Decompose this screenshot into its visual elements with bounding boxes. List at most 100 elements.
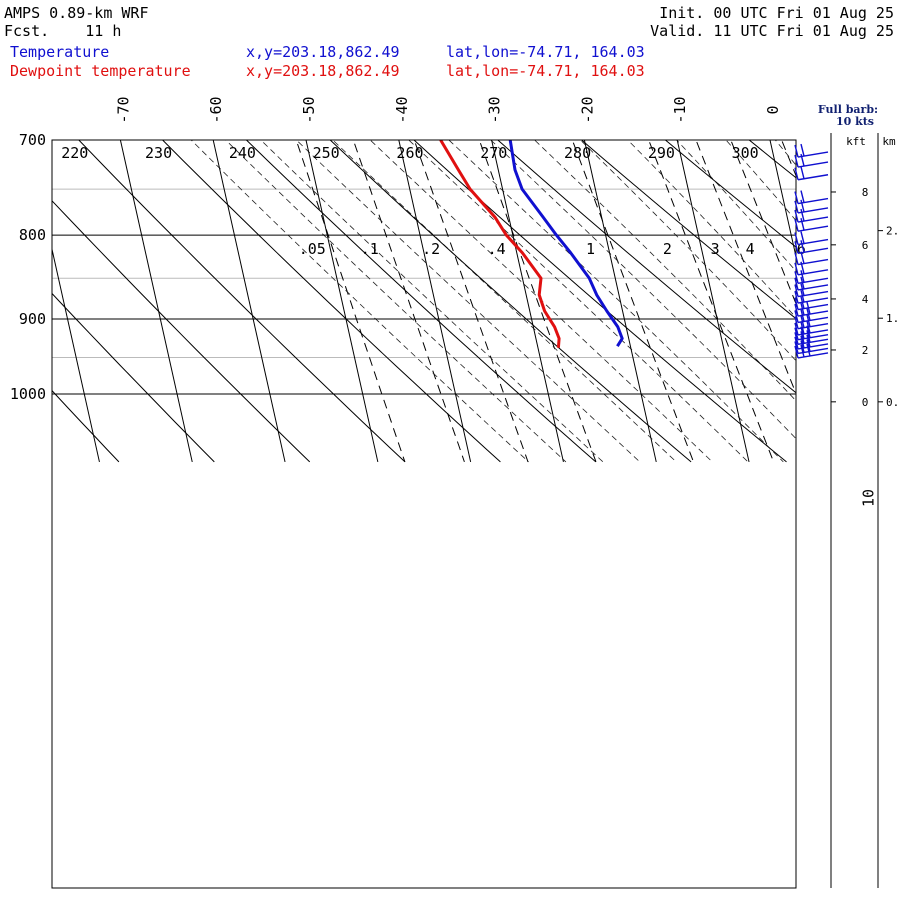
barb-flag [794,297,799,310]
barb-shaft [797,197,829,205]
isotherm [398,140,472,463]
barb-flag [794,303,799,317]
barb-flag [794,310,799,323]
barb-flag [800,331,805,344]
dry-adiabat-label: 220 [61,144,88,162]
wind-barb [794,153,829,168]
moist-adiabat [490,140,796,440]
barb-flag [794,232,799,245]
isotherm-label: -60 [207,96,225,123]
moist-adiabat [737,30,900,462]
wind-barb [794,217,829,232]
thermo-grid [52,30,900,463]
barb-legend-title: Full barb: [818,103,878,116]
moist-adiabat [190,140,529,463]
kft-tick-label: 4 [862,293,869,306]
dry-adiabat [413,140,787,463]
barb-flag [794,218,799,232]
mixing-ratio-line [413,140,529,463]
kft-tick-label: 8 [862,186,869,199]
legend-temperature-name: Temperature [10,43,110,61]
barb-flag [800,153,805,167]
isotherm-lines [52,140,796,463]
barb-flag [800,240,805,253]
barb-flag [800,315,805,328]
moist-adiabat [225,140,567,463]
barb-flag [794,167,799,180]
isobar-label: 800 [19,226,46,244]
mixing-ratio-label: .05 [299,240,326,258]
moist-adiabat [408,140,749,463]
isotherm [212,140,286,463]
barb-flag [794,336,799,350]
dry-adiabat [245,140,597,463]
valid-time: Valid. 11 UTC Fri 01 Aug 25 [650,22,894,40]
barb-flag [800,340,805,353]
profile-lines [439,140,624,348]
forecast-hour: Fcst. 11 h [4,22,122,40]
kft-tick-label: 0 [862,396,869,409]
isotherm-label: -30 [486,96,504,123]
barb-flag [800,326,805,339]
isotherm-label-inset: 10 [860,489,878,507]
mixing-ratio-line [352,140,465,463]
barb-flag [800,231,805,244]
barb-flag [806,343,811,357]
moist-adiabat [579,140,796,362]
barb-shaft [797,207,829,214]
barb-flag [794,290,799,304]
barb-flag [794,200,799,214]
barb-flag [794,341,799,354]
dry-adiabat-label: 290 [648,144,675,162]
barb-flag [794,332,799,345]
barb-flag [800,289,805,303]
barb-flag [806,314,811,327]
init-time: Init. 00 UTC Fri 01 Aug 25 [659,4,894,22]
barb-flag [800,344,805,358]
dry-adiabat-label: 270 [480,144,507,162]
mixing-ratio-lines [295,140,796,463]
km-axis-title: km [882,135,896,148]
barb-shaft [797,225,829,232]
barb-flag [800,283,805,296]
barb-flag [794,284,799,297]
dry-adiabat [580,140,796,320]
isobar-label: 1000 [10,385,46,403]
barb-flag [794,316,799,329]
profile-dewpoint-temperature [439,140,561,348]
dry-adiabat [78,140,406,463]
dry-adiabat [52,200,311,463]
barb-shaft [797,258,829,266]
barb-flag [800,143,805,157]
barb-flag [806,301,811,315]
wind-barb [794,199,829,214]
dry-adiabat [52,389,120,463]
barb-flag [794,277,799,291]
dry-adiabat-label: 260 [396,144,423,162]
barb-flag [794,191,799,204]
barb-flag [806,308,811,321]
mixing-ratio-label: 2 [663,240,672,258]
dry-adiabat [161,140,501,463]
barb-flag [800,296,805,309]
legend-dewpoint-name: Dewpoint temperature [10,62,191,80]
kft-tick-label: 6 [862,239,869,252]
wind-barb [794,166,829,181]
barb-flag [794,252,799,265]
legend-temperature-xy: x,y=203.18,862.49 [246,43,400,61]
km-tick-label: 2. [886,225,899,238]
moist-adiabat [448,140,784,463]
barb-flag [800,208,805,222]
dry-adiabat-label: 230 [145,144,172,162]
moist-adiabat [369,140,713,463]
legend-dewpoint-xy: x,y=203.18,862.49 [246,62,400,80]
wind-barb [794,143,829,158]
height-axis: kft km 8 6 4 2 0 2. 1. 0. [830,133,899,888]
dry-adiabat [748,140,796,179]
moist-adiabat [260,140,604,463]
isotherm-label: -50 [300,96,318,123]
barb-flag [800,309,805,322]
isotherm-label: 0 [764,105,782,114]
